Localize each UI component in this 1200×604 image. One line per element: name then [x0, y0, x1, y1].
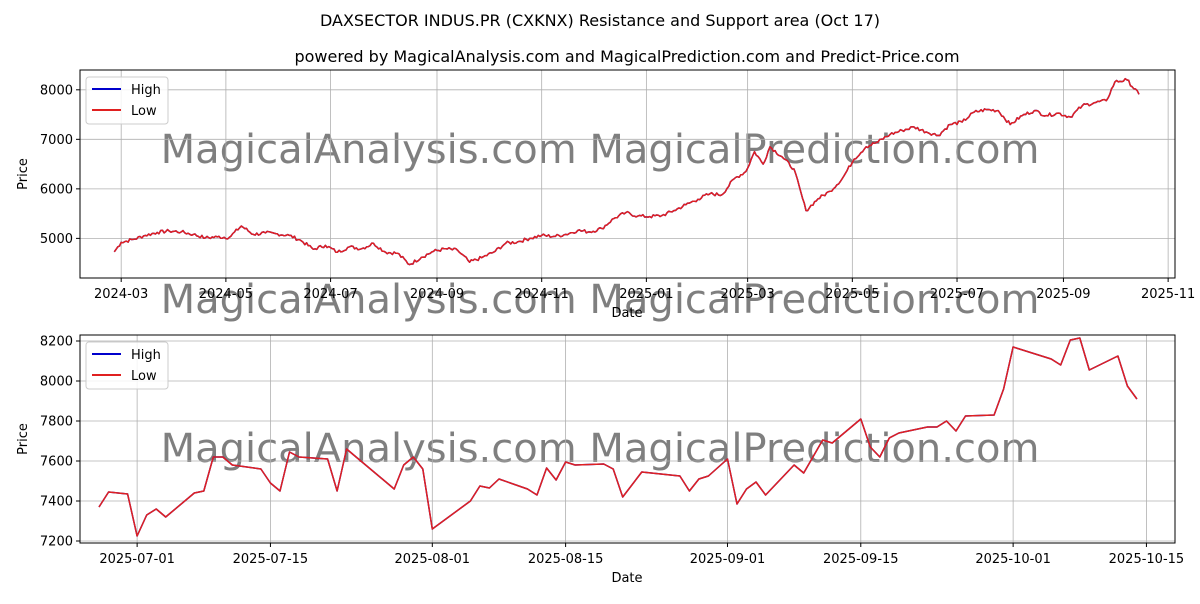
- y-tick-label: 5000: [40, 232, 73, 247]
- series-line-low: [113, 77, 1140, 266]
- chart-subtitle: powered by MagicalAnalysis.com and Magic…: [294, 47, 959, 66]
- x-tick-label: 2025-07: [930, 287, 984, 302]
- x-tick-label: 2025-11: [1141, 287, 1195, 302]
- x-tick-label: 2024-03: [94, 287, 148, 302]
- legend-label-low-bottom: Low: [131, 369, 157, 384]
- chart-title: DAXSECTOR INDUS.PR (CXKNX) Resistance an…: [320, 11, 880, 30]
- plot-frame-top: [79, 69, 1176, 279]
- y-tick-label: 7600: [40, 455, 73, 470]
- x-tick-label: 2025-08-01: [395, 552, 471, 567]
- panel-bottom: MagicalAnalysis.com MagicalPrediction.co…: [16, 334, 1184, 586]
- x-tick-label: 2024-07: [303, 287, 357, 302]
- y-tick-label: 8000: [40, 83, 73, 98]
- series-bottom: [98, 337, 1138, 537]
- legend-label-high-top: High: [131, 83, 161, 98]
- y-tick-label: 7400: [40, 495, 73, 510]
- x-tick-label: 2024-09: [410, 287, 464, 302]
- x-tick-label: 2025-09-01: [690, 552, 766, 567]
- x-tick-label: 2025-05: [825, 287, 879, 302]
- x-tick-label: 2025-01: [619, 287, 673, 302]
- y-axis-label-bottom: Price: [16, 423, 31, 455]
- x-tick-label: 2025-10-15: [1109, 552, 1185, 567]
- x-axis-label-bottom: Date: [611, 571, 642, 586]
- watermark-top-1: MagicalAnalysis.com MagicalPrediction.co…: [161, 127, 1040, 173]
- series-line-low: [98, 337, 1138, 537]
- legend-top: High Low: [85, 76, 169, 125]
- ticks-bottom: 7200 7400 7600 7800 8000 8200 2025-07-01 2025-0…: [40, 335, 1184, 568]
- x-tick-label: 2024-05: [199, 287, 253, 302]
- x-tick-label: 2025-10-01: [975, 552, 1051, 567]
- watermark-top-2: MagicalAnalysis.com MagicalPrediction.co…: [161, 277, 1040, 323]
- ticks-top: 5000 6000 7000 8000 2024-03 2024-05 2024-07 202…: [40, 83, 1195, 302]
- x-tick-label: 2025-08-15: [528, 552, 604, 567]
- x-tick-label: 2025-03: [720, 287, 774, 302]
- legend-bottom: High Low: [85, 341, 169, 390]
- y-tick-label: 7000: [40, 133, 73, 148]
- y-tick-label: 8000: [40, 375, 73, 390]
- x-tick-label: 2025-09: [1036, 287, 1090, 302]
- legend-label-low-top: Low: [131, 104, 157, 119]
- x-axis-label-top: Date: [611, 306, 642, 321]
- panel-top: MagicalAnalysis.com MagicalPrediction.co…: [16, 69, 1195, 323]
- series-top: [113, 77, 1140, 266]
- y-tick-label: 8200: [40, 335, 73, 350]
- x-tick-label: 2025-07-01: [99, 552, 175, 567]
- y-tick-label: 7200: [40, 535, 73, 550]
- legend-label-high-bottom: High: [131, 348, 161, 363]
- y-axis-label-top: Price: [16, 158, 31, 190]
- grid-top: [80, 70, 1175, 278]
- y-tick-label: 6000: [40, 182, 73, 197]
- plot-frame-bottom: [79, 334, 1176, 544]
- x-tick-label: 2025-07-15: [233, 552, 309, 567]
- y-tick-label: 7800: [40, 415, 73, 430]
- x-tick-label: 2025-09-15: [823, 552, 899, 567]
- x-tick-label: 2024-11: [515, 287, 569, 302]
- watermark-bottom: MagicalAnalysis.com MagicalPrediction.co…: [161, 426, 1040, 472]
